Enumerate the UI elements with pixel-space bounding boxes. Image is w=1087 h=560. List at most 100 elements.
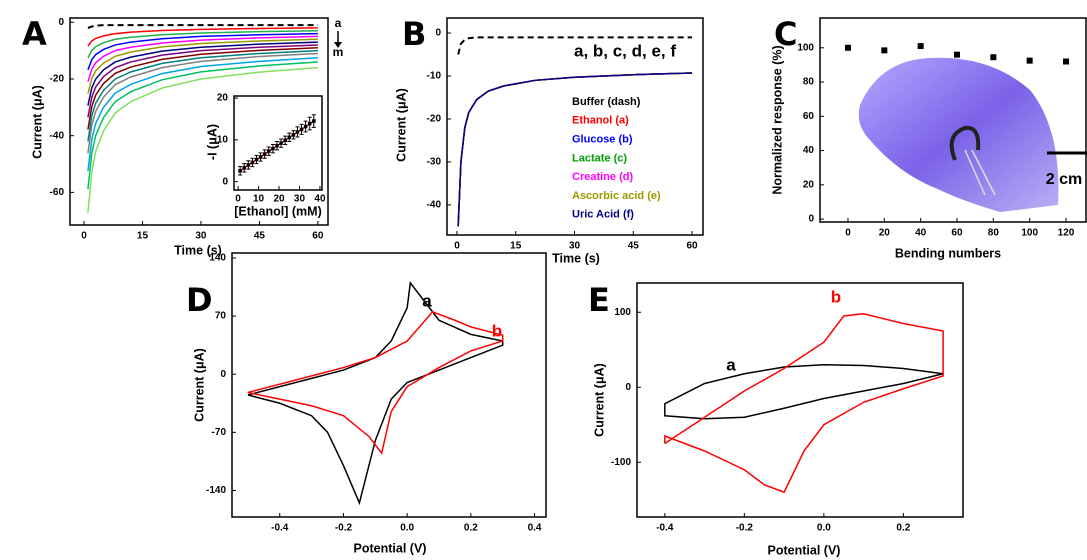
point (1063, 58, 1070, 65)
curve (247, 311, 504, 455)
y-tick-label: 10 (217, 135, 229, 146)
point (291, 133, 296, 137)
curve (247, 280, 504, 506)
x-tick-label: 45 (254, 231, 266, 242)
x-tick-label: -0.4 (271, 523, 289, 534)
plot-frame (819, 17, 1087, 223)
point (953, 51, 960, 58)
point (283, 138, 287, 143)
point (279, 141, 283, 145)
x-tick-label: 0.4 (528, 523, 542, 534)
x-tick-label: 45 (628, 241, 640, 252)
point (287, 135, 292, 140)
y-tick-label: -60 (50, 187, 65, 198)
curve-label: a (726, 355, 736, 374)
x-tick-label: 100 (1021, 228, 1038, 239)
x-tick-label: 0 (235, 194, 241, 205)
curve (664, 363, 944, 420)
photo (858, 57, 1059, 213)
point (312, 119, 316, 123)
y-tick-label: 0 (435, 28, 441, 39)
arrow-head (334, 42, 342, 48)
x-tick-label: 20 (273, 194, 285, 205)
y-axis-label: -I (μA) (205, 124, 219, 160)
x-tick-label: 80 (988, 228, 1000, 239)
panel-letter: E (588, 281, 610, 319)
y-axis-label: Current (μA) (30, 85, 44, 159)
y-tick-label: 0 (220, 369, 226, 380)
plot-area (87, 24, 318, 213)
x-tick-label: 60 (312, 231, 324, 242)
x-tick-label: 40 (915, 228, 927, 239)
point (307, 121, 312, 126)
wires (964, 149, 996, 196)
x-tick-label: -0.2 (335, 523, 353, 534)
x-tick-label: 30 (569, 241, 581, 252)
plot-area (664, 312, 944, 494)
y-axis-label: Normalized response (%) (770, 45, 784, 194)
y-tick-label: -70 (212, 427, 227, 438)
y-tick-label: 40 (803, 145, 815, 156)
x-axis-label: Potential (V) (354, 541, 427, 555)
curve (87, 24, 318, 29)
curve (87, 38, 318, 94)
y-tick-label: -40 (50, 130, 65, 141)
curve (664, 312, 944, 494)
point (250, 160, 255, 165)
curve (87, 27, 318, 47)
x-tick-label: 0 (81, 231, 87, 242)
panel-letter: C (774, 15, 797, 53)
panel-letter: A (22, 15, 47, 53)
curve (87, 61, 318, 190)
point (271, 146, 275, 151)
point (303, 124, 308, 129)
curve-label: m (333, 45, 344, 59)
y-tick-label: 100 (797, 42, 814, 53)
x-tick-label: 0.0 (817, 523, 831, 534)
y-tick-label: -140 (206, 485, 226, 496)
legend-entry: Buffer (dash) (572, 96, 641, 108)
y-tick-label: -20 (50, 74, 65, 85)
point (990, 54, 997, 61)
x-tick-label: -0.4 (656, 523, 674, 534)
y-tick-label: 100 (614, 307, 631, 318)
x-tick-label: -0.2 (736, 523, 754, 534)
curve (87, 32, 318, 71)
annotation: 2 cm (1046, 171, 1082, 188)
point (267, 149, 271, 153)
x-tick-label: 60 (686, 241, 698, 252)
point (295, 130, 300, 134)
point (254, 157, 259, 162)
curve-label: a (422, 291, 432, 310)
x-tick-label: 120 (1058, 228, 1075, 239)
y-axis-label: Current (μA) (592, 363, 606, 437)
point (917, 43, 924, 50)
y-tick-label: 140 (209, 253, 226, 264)
plot-area (457, 36, 693, 227)
legend-entry: Glucose (b) (572, 134, 633, 146)
sensor (949, 125, 981, 161)
curve-label: b (492, 321, 502, 340)
x-tick-label: 60 (951, 228, 963, 239)
y-axis-label: Current (μA) (192, 348, 206, 422)
plot-frame (69, 17, 329, 226)
curve (87, 44, 318, 118)
plot-area (247, 280, 504, 506)
y-tick-label: 0 (222, 176, 228, 187)
plot-area (844, 43, 1070, 65)
curve (87, 49, 318, 142)
curve (87, 35, 318, 83)
y-tick-label: -40 (427, 200, 442, 211)
point (299, 127, 304, 132)
point (246, 163, 251, 167)
x-tick-label: 30 (294, 194, 306, 205)
x-axis-label: Time (s) (552, 251, 600, 265)
x-tick-label: 0 (454, 241, 460, 252)
point (258, 155, 263, 159)
x-axis-label: [Ethanol] (mM) (234, 204, 321, 218)
panel-letter: D (186, 281, 213, 319)
y-tick-label: 80 (803, 77, 815, 88)
glove-photo (858, 57, 1059, 213)
legend-entry: Ascorbic acid (e) (572, 190, 661, 202)
